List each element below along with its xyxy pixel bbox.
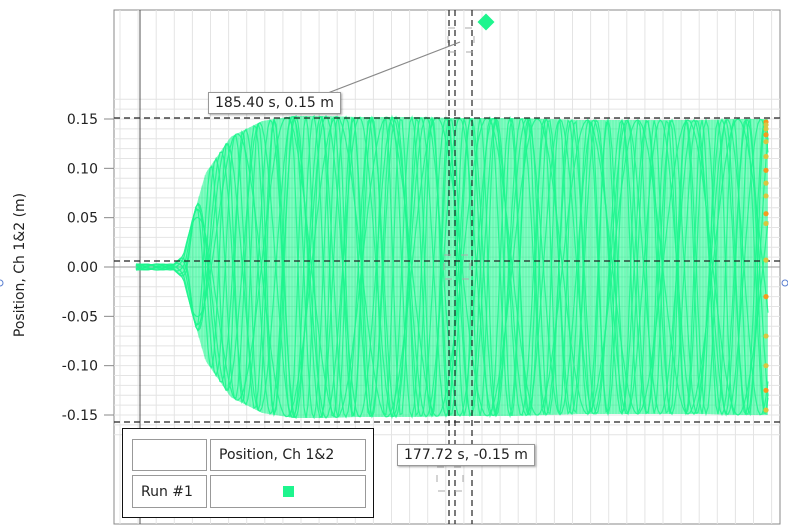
edge-marker-dot	[763, 333, 769, 339]
edge-marker-dot	[763, 132, 769, 138]
cursor-handle[interactable]	[436, 466, 464, 492]
legend-run-cell: Run #1	[132, 475, 207, 508]
y-tick-label: -0.10	[62, 359, 98, 375]
annotation-leader-line	[319, 41, 461, 97]
y-tick-label: 0.15	[67, 112, 98, 128]
y-tick-label: -0.15	[62, 408, 98, 424]
series-beat-line	[136, 115, 769, 420]
legend-run-label: Run #1	[141, 483, 193, 500]
legend-header-cell: Position, Ch 1&2	[210, 439, 366, 471]
cursor-handle[interactable]	[447, 27, 475, 53]
right-edge-handle[interactable]	[781, 279, 788, 287]
edge-marker-dot	[763, 257, 769, 263]
y-axis-label: Position, Ch 1&2 (m)	[12, 193, 28, 337]
legend-header-label: Position, Ch 1&2	[219, 447, 335, 463]
y-tick-label: -0.05	[62, 309, 98, 325]
legend-swatch-cell	[210, 475, 366, 508]
edge-marker-dot	[763, 387, 769, 393]
edge-marker-dot	[763, 122, 769, 128]
edge-marker-dot	[763, 294, 769, 300]
edge-marker-dot	[763, 211, 769, 217]
edge-marker-dot	[763, 153, 769, 160]
y-tick-label: 0.10	[67, 161, 98, 177]
legend-swatch-icon	[282, 486, 294, 497]
edge-marker-dot	[763, 363, 769, 369]
edge-markers	[763, 119, 769, 413]
edge-marker-dot	[763, 193, 769, 199]
edge-marker-dot	[763, 220, 769, 227]
y-tick-label: 0.00	[67, 260, 98, 276]
y-axis-ticks: 0.15 0.10 0.05 0.00 -0.05 -0.10 -0.15	[62, 112, 114, 424]
y-tick-label: 0.05	[67, 211, 98, 227]
legend: Position, Ch 1&2 Run #1	[122, 428, 374, 518]
edge-marker-dot	[763, 126, 769, 132]
left-edge-handle[interactable]	[0, 279, 4, 287]
edge-marker-dot	[763, 167, 769, 173]
edge-marker-dot	[763, 407, 769, 413]
series-beat-line	[135, 116, 769, 419]
edge-marker-dot	[763, 139, 769, 145]
cursor-handle[interactable]	[443, 254, 471, 280]
legend-blank-cell	[132, 439, 207, 471]
cursor-annotation-bottom: 177.72 s, -0.15 m	[397, 444, 535, 466]
edge-marker-dot	[763, 180, 769, 186]
series-position-ch12	[135, 114, 769, 420]
cursor-annotation-top: 185.40 s, 0.15 m	[208, 92, 341, 114]
series-envelope	[136, 116, 768, 418]
series-beat-line	[135, 115, 769, 418]
series-beat-line	[136, 114, 769, 419]
cursor-marker	[477, 13, 495, 31]
